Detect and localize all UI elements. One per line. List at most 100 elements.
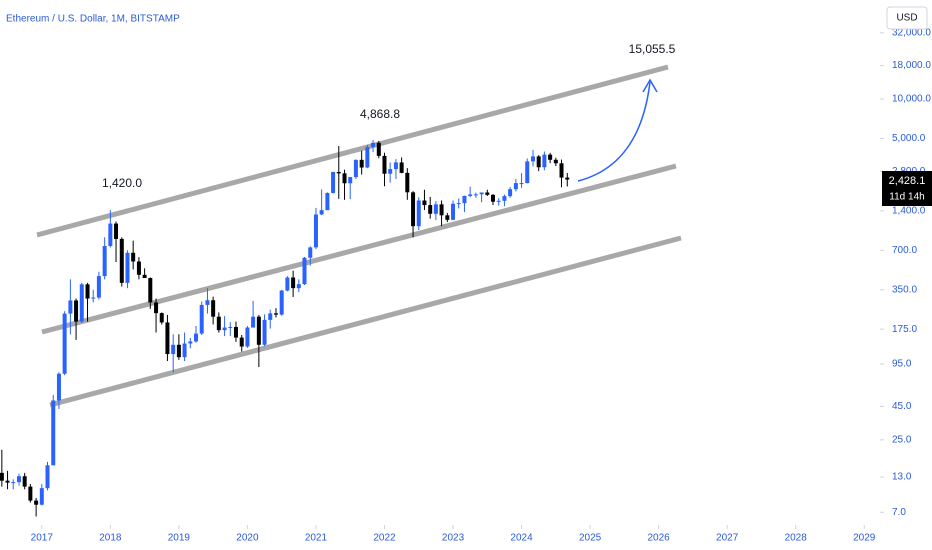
candle-body xyxy=(216,316,221,331)
y-tick-label: 350.0 xyxy=(892,284,917,295)
candle-body xyxy=(119,238,124,283)
x-tick-label: 2026 xyxy=(648,533,671,544)
candle-body xyxy=(131,252,136,262)
candle-body xyxy=(399,162,404,173)
candle-body xyxy=(313,214,318,248)
arrow-head xyxy=(642,78,658,93)
candle-body xyxy=(136,261,141,275)
channel-middle xyxy=(41,163,677,335)
annotation: 4,868.8 xyxy=(360,107,400,121)
y-tick-label: 7.0 xyxy=(892,507,906,518)
x-tick-label: 2027 xyxy=(716,533,739,544)
candle-body xyxy=(342,173,347,184)
candle-body xyxy=(308,247,313,258)
candle-body xyxy=(62,313,67,374)
candle-body xyxy=(34,500,39,505)
candle-body xyxy=(171,344,176,355)
candle-body xyxy=(439,204,444,216)
candle-body xyxy=(148,278,153,303)
candle-body xyxy=(325,192,330,211)
candle-body xyxy=(279,290,284,315)
annotation: 15,055.5 xyxy=(629,42,676,56)
candle-body xyxy=(108,223,113,247)
candle-body xyxy=(28,486,33,501)
y-tick-label: 1,400.0 xyxy=(892,206,926,217)
candle-body xyxy=(51,400,56,466)
candle-body xyxy=(359,159,364,168)
candle-body xyxy=(508,189,513,197)
x-tick-label: 2023 xyxy=(442,533,465,544)
candle-body xyxy=(353,159,358,178)
candle-body xyxy=(531,156,536,162)
annotation: 1,420.0 xyxy=(102,176,142,190)
candle-body xyxy=(74,300,79,322)
candle-body xyxy=(182,343,187,358)
currency-button[interactable] xyxy=(886,6,928,30)
price-label-box xyxy=(882,171,932,206)
candle-body xyxy=(496,200,501,202)
candle-body xyxy=(228,326,233,328)
projection-arrow xyxy=(577,81,651,182)
candle-body xyxy=(211,300,216,317)
candle-body xyxy=(142,274,147,279)
y-tick-label: 95.0 xyxy=(892,359,912,370)
candle-body xyxy=(548,154,553,160)
x-tick-label: 2018 xyxy=(99,533,122,544)
candle-body xyxy=(194,333,199,342)
candle-body xyxy=(291,277,296,289)
candle-body xyxy=(462,195,467,204)
x-tick-label: 2024 xyxy=(510,533,533,544)
candle-body xyxy=(336,171,341,174)
candle-body xyxy=(433,204,438,214)
channel-upper xyxy=(36,64,669,238)
candle-body xyxy=(382,155,387,174)
countdown: 11d 14h xyxy=(889,192,924,203)
candle-body xyxy=(268,313,273,320)
channel-lines xyxy=(36,64,682,408)
candle-body xyxy=(365,147,370,168)
candle-body xyxy=(393,162,398,170)
candle-body xyxy=(428,205,433,214)
x-tick-label: 2028 xyxy=(785,533,808,544)
candle-body xyxy=(319,210,324,215)
candle-body xyxy=(256,316,261,345)
candle-body xyxy=(16,476,21,483)
candle-body xyxy=(22,476,27,487)
y-tick-label: 5,000.0 xyxy=(892,133,926,144)
candle-body xyxy=(553,159,558,164)
candle-body xyxy=(468,194,473,196)
candle-body xyxy=(159,313,164,323)
candle-body xyxy=(239,337,244,347)
candle-body xyxy=(45,465,50,489)
candle-body xyxy=(445,215,450,220)
y-tick-label: 25.0 xyxy=(892,435,912,446)
candles xyxy=(0,139,570,517)
candle-body xyxy=(502,196,507,201)
candle-body xyxy=(525,161,530,184)
candle-body xyxy=(451,203,456,220)
candle-body xyxy=(490,194,495,202)
candle-body xyxy=(0,472,4,481)
candle-body xyxy=(416,200,421,227)
candle-body xyxy=(96,276,101,298)
candle-body xyxy=(456,203,461,205)
candle-body xyxy=(39,488,44,505)
candle-body xyxy=(205,300,210,305)
candle-body xyxy=(536,156,541,168)
candle-body xyxy=(422,200,427,206)
candle-body xyxy=(79,284,84,322)
candle-body xyxy=(388,169,393,174)
candle-body xyxy=(473,194,478,196)
candle-body xyxy=(11,482,16,484)
channel-lower xyxy=(49,235,682,408)
candle-body xyxy=(542,154,547,168)
chart-title: Ethereum / U.S. Dollar, 1M, BITSTAMP xyxy=(6,14,180,25)
x-tick-label: 2029 xyxy=(853,533,876,544)
y-tick-label: 13.0 xyxy=(892,472,912,483)
candle-body xyxy=(188,341,193,344)
candle-body xyxy=(114,223,119,239)
candle-body xyxy=(102,246,107,277)
candle-body xyxy=(91,297,96,299)
candle-body xyxy=(233,326,238,338)
